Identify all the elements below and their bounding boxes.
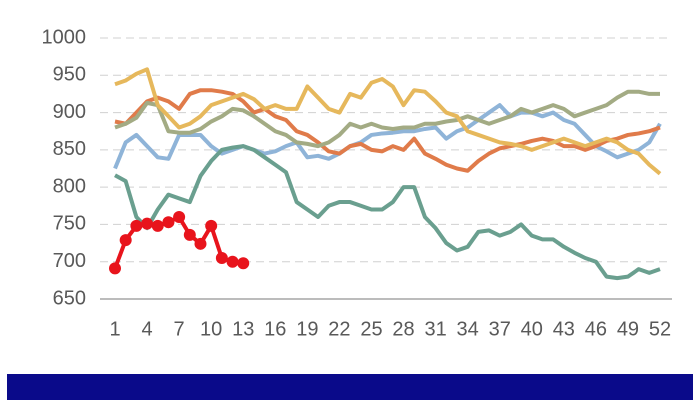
x-tick-label: 34: [457, 318, 479, 340]
series-line: [114, 144, 661, 281]
x-tick-label: 37: [489, 318, 511, 340]
y-tick-label: 1000: [42, 26, 87, 48]
point: [215, 251, 228, 264]
x-tick-label: 25: [360, 318, 382, 340]
x-tick-label: 43: [553, 318, 575, 340]
point: [130, 219, 143, 232]
series-line: [114, 67, 662, 176]
x-tick-label: 13: [232, 318, 254, 340]
y-tick-label: 900: [53, 101, 86, 123]
legend-band: [7, 374, 693, 400]
x-tick-label: 7: [174, 318, 185, 340]
point: [151, 219, 164, 232]
point: [205, 219, 218, 232]
x-tick-label: 52: [649, 318, 671, 340]
point: [183, 228, 196, 241]
point: [226, 255, 239, 268]
point: [109, 262, 121, 275]
x-tick-label: 40: [521, 318, 543, 340]
series-line: [114, 88, 661, 173]
y-tick-label: 800: [53, 175, 86, 197]
x-tick-label: 28: [392, 318, 414, 340]
y-tick-label: 850: [53, 138, 86, 160]
x-tick-label: 49: [617, 318, 639, 340]
x-tick-label: 46: [585, 318, 607, 340]
series-line: [114, 89, 660, 149]
point: [162, 216, 175, 229]
point: [173, 210, 186, 223]
x-tick-label: 10: [200, 318, 222, 340]
y-tick-label: 650: [53, 287, 86, 309]
y-tick-label: 700: [53, 250, 86, 272]
x-tick-label: 19: [296, 318, 318, 340]
x-tick-label: 4: [141, 318, 152, 340]
y-tick-label: 750: [53, 213, 86, 235]
x-tick-label: 16: [264, 318, 286, 340]
series-line: [113, 103, 662, 170]
point: [237, 257, 250, 270]
point: [141, 217, 154, 230]
x-tick-label: 22: [328, 318, 350, 340]
y-tick-label: 950: [53, 64, 86, 86]
point: [194, 237, 207, 250]
point: [119, 234, 132, 247]
x-tick-label: 31: [424, 318, 446, 340]
x-tick-label: 1: [109, 318, 120, 340]
